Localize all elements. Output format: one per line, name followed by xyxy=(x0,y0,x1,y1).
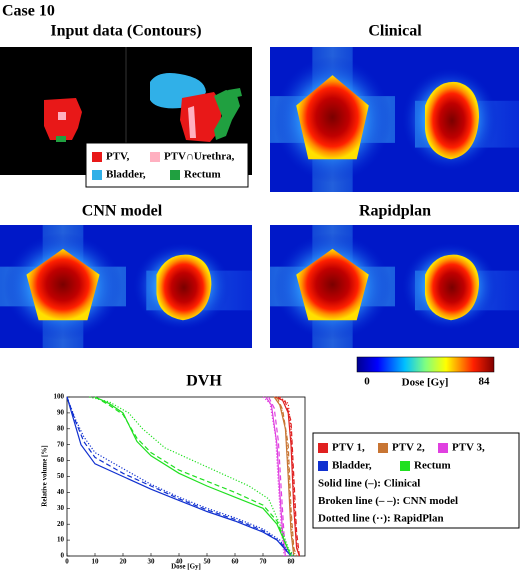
dvh-curve xyxy=(273,396,296,557)
legend-label: Bladder, xyxy=(106,169,146,181)
colorbar-label: Dose [Gy] xyxy=(402,377,449,389)
dose-map xyxy=(126,225,252,348)
y-tick-label: 40 xyxy=(57,488,65,496)
x-tick-label: 70 xyxy=(260,558,268,566)
panel-title: Clinical xyxy=(368,23,422,40)
legend-swatch xyxy=(318,443,328,453)
legend-label: PTV 3, xyxy=(452,442,485,454)
contour-legend: PTV, PTV∩Urethra, Bladder, Rectum xyxy=(92,151,235,181)
legend-label: PTV 1, xyxy=(332,442,365,454)
dvh-curve xyxy=(268,396,288,557)
legend-swatch xyxy=(92,152,102,162)
y-tick-label: 20 xyxy=(57,520,65,528)
legend-label: Rectum xyxy=(414,460,451,472)
x-tick-label: 60 xyxy=(232,558,240,566)
case-label: Case 10 xyxy=(2,3,55,20)
chart-title: DVH xyxy=(186,373,222,390)
dvh-curve xyxy=(273,396,300,557)
dvh-curve xyxy=(89,396,295,557)
dvh-curve xyxy=(276,396,300,557)
legend-label: Dotted line (··): RapidPlan xyxy=(318,513,444,525)
y-tick-label: 0 xyxy=(61,552,65,560)
panel-title: Input data (Contours) xyxy=(50,23,201,40)
legend-label: PTV 2, xyxy=(392,442,425,454)
legend-swatch xyxy=(150,152,160,162)
legend-label: Broken line (– –): CNN model xyxy=(318,495,458,507)
dvh-curve xyxy=(66,396,292,557)
x-tick-label: 0 xyxy=(65,558,69,566)
y-tick-label: 60 xyxy=(57,456,65,464)
legend-swatch xyxy=(318,461,328,471)
legend-label: Bladder, xyxy=(332,460,372,472)
x-tick-label: 50 xyxy=(204,558,212,566)
colorbar xyxy=(356,356,495,373)
y-tick-label: 80 xyxy=(57,424,65,432)
dvh-curve xyxy=(94,396,292,557)
legend-swatch xyxy=(170,170,180,180)
dvh-curve xyxy=(262,396,285,557)
panel-title: CNN model xyxy=(82,203,163,220)
dose-map xyxy=(270,225,395,348)
x-axis-label: Dose [Gy] xyxy=(171,563,201,571)
dose-map xyxy=(395,225,519,348)
y-tick-label: 50 xyxy=(57,472,65,480)
legend-swatch xyxy=(92,170,102,180)
dvh-curve xyxy=(66,396,295,557)
dvh-legend: PTV 1, PTV 2, PTV 3, Bladder, Rectum Solid li… xyxy=(318,442,485,525)
dvh-plot: 0 10 20 30 40 50 60 70 80 0 10 20 30 40 50 60 70 80 90 100 xyxy=(54,393,306,566)
y-tick-label: 100 xyxy=(54,393,65,401)
x-tick-label: 40 xyxy=(176,558,184,566)
dvh-curve xyxy=(273,396,295,557)
x-tick-label: 80 xyxy=(288,558,296,566)
y-tick-label: 70 xyxy=(57,440,65,448)
x-tick-label: 30 xyxy=(148,558,156,566)
x-tick-label: 10 xyxy=(92,558,100,566)
legend-label: Solid line (–): Clinical xyxy=(318,478,420,490)
legend-swatch xyxy=(438,443,448,453)
y-tick-label: 90 xyxy=(57,409,65,417)
y-tick-label: 10 xyxy=(57,536,65,544)
legend-swatch xyxy=(400,461,410,471)
contour-legend-box xyxy=(85,142,249,188)
dvh-curve xyxy=(94,396,292,557)
y-axis-label: Relative volume [%] xyxy=(41,445,49,506)
panel-title: Rapidplan xyxy=(359,203,431,220)
legend-label: PTV∩Urethra, xyxy=(164,151,235,163)
dose-map xyxy=(270,47,395,192)
legend-swatch xyxy=(378,443,388,453)
legend-label: Rectum xyxy=(184,169,221,181)
dvh-legend-box xyxy=(312,432,520,529)
colorbar-min: 0 xyxy=(364,376,370,388)
dose-map xyxy=(0,225,126,348)
legend-label: PTV, xyxy=(106,151,130,163)
x-tick-label: 20 xyxy=(120,558,128,566)
colorbar-max: 84 xyxy=(479,376,491,388)
y-tick-label: 30 xyxy=(57,504,65,512)
dose-map xyxy=(395,47,519,192)
